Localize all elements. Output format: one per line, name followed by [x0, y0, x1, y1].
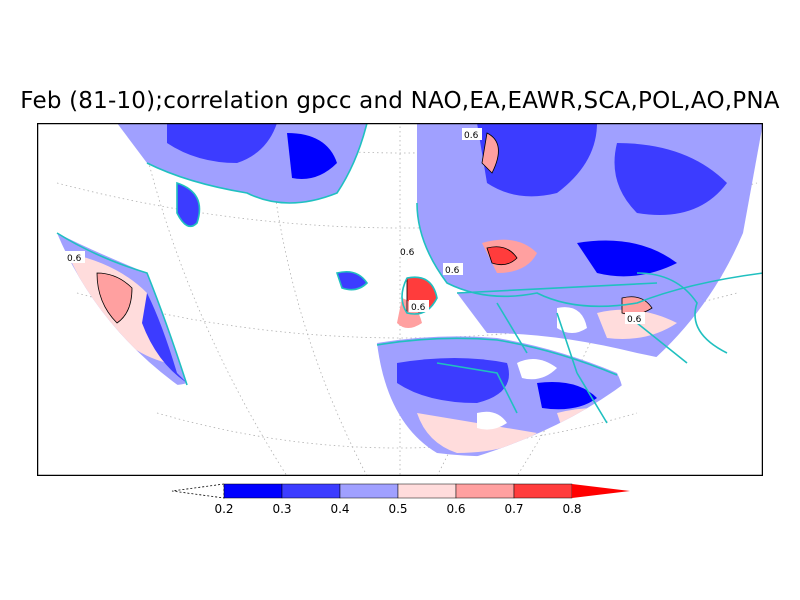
contour-labels: 0.6 0.6 0.6 0.6 0.6 0.6 — [65, 128, 645, 325]
colorbar-box — [455, 483, 515, 499]
colorbar-tick-label: 0.6 — [446, 502, 465, 516]
colorbar: 0.2 0.3 0.4 0.5 0.6 0.7 0.8 — [171, 483, 630, 516]
contour-label: 0.6 — [67, 254, 82, 264]
colorbar-above-triangle — [572, 484, 630, 498]
colorbar-tick-label: 0.8 — [562, 502, 581, 516]
contour-label: 0.6 — [464, 131, 479, 141]
plot-title: Feb (81-10);correlation gpcc and NAO,EA,… — [20, 88, 780, 114]
contour-label: 0.6 — [627, 315, 642, 325]
colorbar-labels: 0.2 0.3 0.4 0.5 0.6 0.7 0.8 — [214, 502, 581, 516]
colorbar-boxes — [171, 483, 630, 499]
map-border — [37, 123, 763, 476]
colorbar-box — [339, 483, 399, 499]
contour-label: 0.6 — [411, 303, 426, 313]
colorbar-box — [513, 483, 573, 499]
colorbar-tick-label: 0.2 — [214, 502, 233, 516]
colorbar-tick-label: 0.7 — [504, 502, 523, 516]
colorbar-box — [223, 483, 283, 499]
contour-label: 0.6 — [400, 248, 415, 258]
coastlines — [56, 123, 763, 424]
colorbar-tick-label: 0.4 — [330, 502, 349, 516]
contour-label: 0.6 — [445, 266, 460, 276]
colorbar-tick-label: 0.3 — [272, 502, 291, 516]
colorbar-below-triangle — [171, 483, 225, 499]
correlation-map: 0.6 0.6 0.6 0.6 0.6 0.6 — [37, 123, 763, 476]
correlation-field — [57, 123, 763, 457]
colorbar-box — [281, 483, 341, 499]
colorbar-box — [397, 483, 457, 499]
colorbar-tick-label: 0.5 — [388, 502, 407, 516]
